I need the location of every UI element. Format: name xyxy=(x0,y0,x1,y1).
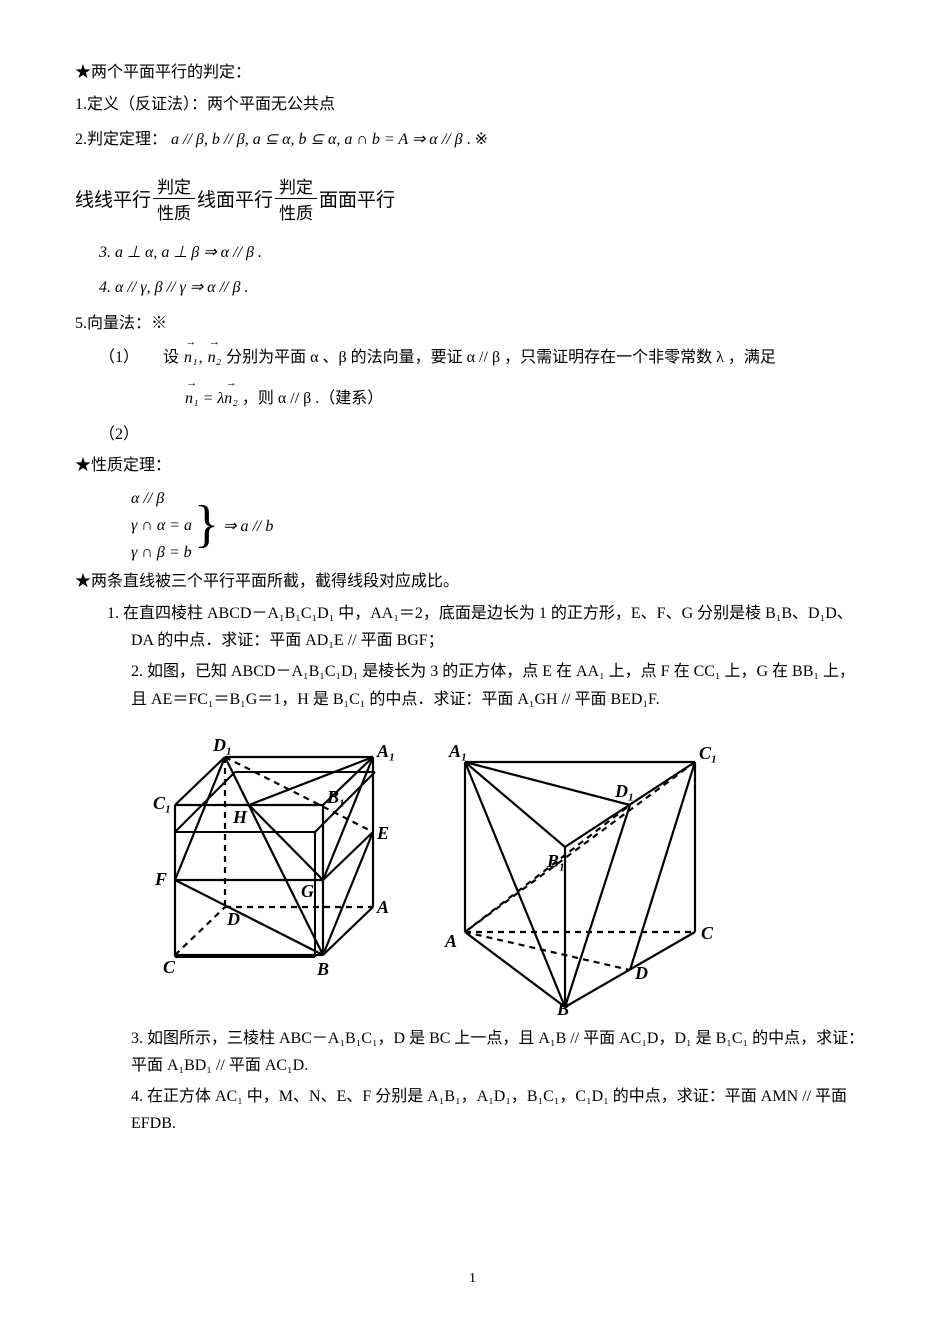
fig1-A1: A₁ xyxy=(376,741,395,761)
vector-n2-eq: n₂ xyxy=(224,386,238,412)
fig2-B1: B₁ xyxy=(546,851,565,871)
right-brace-icon: } xyxy=(194,502,219,549)
fig1-C1: C₁ xyxy=(153,793,171,813)
sub-item-2: （2） xyxy=(75,422,870,448)
fig1-D1: D₁ xyxy=(212,735,232,755)
frac-2-num: 判定 xyxy=(275,173,317,199)
fig1-F: F xyxy=(154,869,167,889)
vector-n1-eq: n₁ xyxy=(185,386,199,412)
theorem-prefix: 2.判定定理： xyxy=(75,131,167,148)
figures-row: D₁ A₁ C₁ B₁ H F E G D A C B xyxy=(145,727,870,1017)
section-title-1: ★两个平面平行的判定： xyxy=(75,60,870,86)
page-number: 1 xyxy=(469,1271,476,1287)
sub-1-prefix: （1） 设 xyxy=(99,349,179,366)
frac-1: 判定 性质 xyxy=(153,173,195,224)
property-brace: α // β γ ∩ α = a γ ∩ β = b } ⇒ a // b xyxy=(131,485,870,567)
fig2-D1: D₁ xyxy=(614,781,634,801)
theorem-formula: a // β, b // β, a ⊆ α, b ⊆ α, a ∩ b = A … xyxy=(171,131,463,148)
frac-2: 判定 性质 xyxy=(275,173,317,224)
figure-1: D₁ A₁ C₁ B₁ H F E G D A C B xyxy=(145,727,405,1017)
sub-1-end: ，则 α // β .（建系） xyxy=(242,390,383,407)
vector-n1: n₁ xyxy=(184,345,198,371)
vector-n2: n₂ xyxy=(208,345,222,371)
fig1-A: A xyxy=(376,897,389,917)
frac-2-den: 性质 xyxy=(275,199,317,224)
item-definition: 1.定义（反证法）：两个平面无公共点 xyxy=(75,92,870,118)
brace-l1: α // β xyxy=(131,485,192,512)
brace-result: ⇒ a // b xyxy=(223,516,273,536)
formula-part-b: 线面平行 xyxy=(197,185,273,212)
comma: , xyxy=(199,349,203,366)
sub-item-1: （1） 设 n₁, n₂ 分别为平面 α 、β 的法向量，要证 α // β ，… xyxy=(75,345,870,371)
fig1-D: D xyxy=(226,909,240,929)
item-3-text: 3. a ⊥ α, a ⊥ β ⇒ α // β . xyxy=(99,244,262,261)
frac-1-num: 判定 xyxy=(153,173,195,199)
item-theorem: 2.判定定理： a // β, b // β, a ⊆ α, b ⊆ α, a … xyxy=(75,127,870,153)
section-title-2: ★性质定理： xyxy=(75,453,870,479)
item-4: 4. α // γ, β // γ ⇒ α // β . xyxy=(75,275,870,301)
fig1-G: G xyxy=(301,881,314,901)
frac-1-den: 性质 xyxy=(153,199,195,224)
item-3: 3. a ⊥ α, a ⊥ β ⇒ α // β . xyxy=(75,240,870,266)
section-title-3: ★两条直线被三个平行平面所截，截得线段对应成比。 xyxy=(75,569,870,595)
problem-4: 4. 在正方体 AC₁ 中，M、N、E、F 分别是 A₁B₁，A₁D₁，B₁C₁… xyxy=(75,1083,870,1137)
fig1-B1: B₁ xyxy=(326,787,345,807)
problem-3: 3. 如图所示，三棱柱 ABC－A₁B₁C₁，D 是 BC 上一点，且 A₁B … xyxy=(75,1025,870,1079)
fig1-B: B xyxy=(316,959,329,979)
fig2-A: A xyxy=(444,931,457,951)
formula-part-c: 面面平行 xyxy=(319,185,395,212)
problem-2: 2. 如图，已知 ABCD－A₁B₁C₁D₁ 是棱长为 3 的正方体，点 E 在… xyxy=(75,658,870,712)
sub-1-mid: 分别为平面 α 、β 的法向量，要证 α // β ，只需证明存在一个非零常数 … xyxy=(226,349,776,366)
fig1-C: C xyxy=(163,957,176,977)
brace-l3: γ ∩ β = b xyxy=(131,539,192,566)
formula-part-a: 线线平行 xyxy=(75,185,151,212)
brace-conditions: α // β γ ∩ α = a γ ∩ β = b xyxy=(131,485,192,567)
item-4-text: 4. α // γ, β // γ ⇒ α // β . xyxy=(99,279,248,296)
transition-formula: 线线平行 判定 性质 线面平行 判定 性质 面面平行 xyxy=(75,173,870,224)
brace-l2: γ ∩ α = a xyxy=(131,512,192,539)
sub-item-1-line2: n₁ = λn₂ ，则 α // β .（建系） xyxy=(75,386,870,412)
fig2-C: C xyxy=(701,923,714,943)
fig2-A1: A₁ xyxy=(448,741,467,761)
fig2-B: B xyxy=(556,999,569,1017)
fig1-H: H xyxy=(232,807,248,827)
fig1-E: E xyxy=(376,823,389,843)
figure-2: A₁ C₁ D₁ B₁ A C D B xyxy=(425,727,725,1017)
problem-1: 1. 在直四棱柱 ABCD－A₁B₁C₁D₁ 中，AA₁＝2，底面是边长为 1 … xyxy=(75,600,870,654)
theorem-suffix: . ※ xyxy=(467,131,488,148)
fig2-D: D xyxy=(634,963,648,983)
fig2-C1: C₁ xyxy=(699,743,717,763)
eq-lambda: = λ xyxy=(203,390,225,407)
